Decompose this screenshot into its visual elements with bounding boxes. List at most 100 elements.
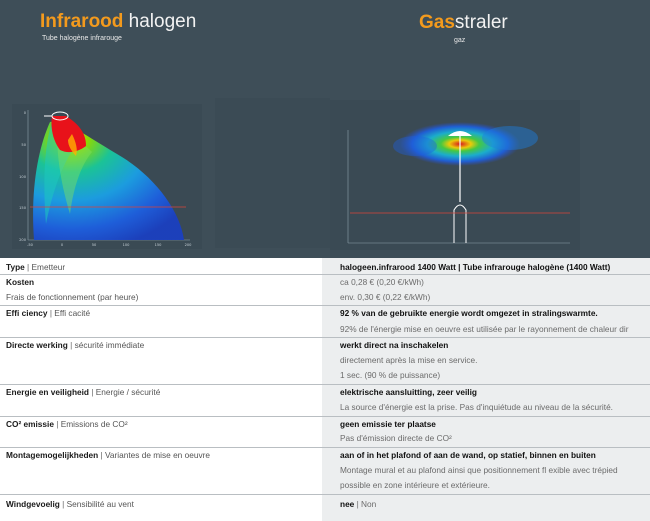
label-nl: Type xyxy=(6,262,25,272)
label-nl: Directe werking xyxy=(6,340,68,350)
gas-title-accent: Gas xyxy=(419,12,455,33)
label-fr: Effi cacité xyxy=(54,308,91,318)
label-separator: | xyxy=(53,419,61,429)
row-label: Kosten xyxy=(6,275,34,290)
y-tick-label: 100 xyxy=(19,175,27,179)
label-fr: Sensibilité au vent xyxy=(66,499,134,509)
gas-subtitle: gaz xyxy=(454,37,466,44)
row-label: Montagemogelijkheden | Variantes de mise… xyxy=(6,448,210,463)
gas-title: Gasstraler xyxy=(419,12,508,34)
row-label: Effi ciency | Effi cacité xyxy=(6,306,90,321)
value-nl: geen emissie ter plaatse xyxy=(340,419,436,429)
y-tick-label: 200 xyxy=(19,238,27,242)
x-tick-label: 100 xyxy=(123,243,131,247)
value-nl: aan of in het plafond of aan de wand, op… xyxy=(340,450,596,460)
table-row: Energie en veiligheid | Energie / sécuri… xyxy=(0,384,650,416)
row-value: aan of in het plafond of aan de wand, op… xyxy=(340,448,596,463)
label-fr: Variantes de mise en oeuvre xyxy=(104,450,210,460)
label-fr: sécurité immédiate xyxy=(74,340,145,350)
gas-title-rest: straler xyxy=(454,12,508,33)
gas-heater-icon xyxy=(448,131,472,136)
separator-panel xyxy=(215,98,330,248)
row-label: Directe werking | sécurité immédiate xyxy=(6,338,144,353)
row-divider xyxy=(0,305,650,306)
y-tick-label: 150 xyxy=(19,206,27,210)
value-fr: La source d'énergie est la prise. Pas d'… xyxy=(340,402,613,412)
infrared-title-rest: halogen xyxy=(123,11,197,32)
value-nl: 92 % van de gebruikte energie wordt omge… xyxy=(340,308,598,318)
table-row: Frais de fonctionnement (par heure) env.… xyxy=(0,289,650,305)
row-value: ca 0,28 € (0,20 €/kWh) xyxy=(340,275,424,290)
row-value: elektrische aansluitting, zeer veilig xyxy=(340,385,477,400)
row-value: 1 sec. (90 % de puissance) xyxy=(340,368,440,383)
label-fr: Energie / sécurité xyxy=(95,387,161,397)
value-cost-nl: ca 0,28 € (0,20 €/kWh) xyxy=(340,277,424,287)
table-row: Effi ciency | Effi cacité 92 % van de ge… xyxy=(0,305,650,337)
label-nl: Energie en veiligheid xyxy=(6,387,89,397)
row-divider xyxy=(0,416,650,417)
row-value: geen emissie ter plaatse xyxy=(340,417,436,432)
row-value: Pas d'émission directe de CO² xyxy=(340,431,452,446)
value-fr: | Non xyxy=(354,499,377,509)
row-label: Energie en veiligheid | Energie / sécuri… xyxy=(6,385,160,400)
table-row: Montagemogelijkheden | Variantes de mise… xyxy=(0,447,650,494)
y-tick-label: 50 xyxy=(21,143,26,147)
value-fr: 92% de l'énergie mise en oeuvre est util… xyxy=(340,324,629,334)
row-value: nee | Non xyxy=(340,497,376,512)
row-value: env. 0,30 € (0,22 €/kWh) xyxy=(340,290,430,305)
row-divider xyxy=(0,274,650,275)
row-divider xyxy=(0,337,650,338)
row-value: Montage mural et au plafond ainsi que po… xyxy=(340,463,618,478)
row-value: La source d'énergie est la prise. Pas d'… xyxy=(340,400,613,415)
x-tick-label: -50 xyxy=(27,243,34,247)
comparison-table: Type | Emetteur halogeen.infrarood 1400 … xyxy=(0,258,650,521)
value-fr: directement après la mise en service. xyxy=(340,355,478,365)
row-value: directement après la mise en service. xyxy=(340,353,477,368)
value-fr-continued: possible en zone intérieure et extérieur… xyxy=(340,480,490,490)
label-nl: Effi ciency xyxy=(6,308,48,318)
label-nl: Montagemogelijkheden xyxy=(6,450,99,460)
label-separator: | xyxy=(89,387,96,397)
label-fr: Frais de fonctionnement (par heure) xyxy=(6,292,139,302)
table-row: CO² emissie | Emissions de CO² geen emis… xyxy=(0,416,650,447)
row-value: 92% de l'énergie mise en oeuvre est util… xyxy=(340,322,628,337)
x-tick-label: 50 xyxy=(92,243,97,247)
label-separator: | xyxy=(59,499,67,509)
value-nl: nee xyxy=(340,499,355,509)
row-label: Type | Emetteur xyxy=(6,260,65,275)
x-tick-label: 200 xyxy=(185,243,193,247)
row-divider xyxy=(0,384,650,385)
label-separator: | xyxy=(24,262,32,272)
table-row: Windgevoelig | Sensibilité au vent nee |… xyxy=(0,494,650,521)
row-value: possible en zone intérieure et extérieur… xyxy=(340,478,490,493)
row-label: CO² emissie | Emissions de CO² xyxy=(6,417,128,432)
row-value: 92 % van de gebruikte energie wordt omge… xyxy=(340,306,598,321)
table-row: Kosten ca 0,28 € (0,20 €/kWh) xyxy=(0,274,650,289)
value-detail: 1 sec. (90 % de puissance) xyxy=(340,370,441,380)
table-row: Directe werking | sécurité immédiate wer… xyxy=(0,337,650,384)
value-nl: halogeen.infrarood 1400 Watt | Tube infr… xyxy=(340,262,611,272)
x-tick-label: 0 xyxy=(61,243,64,247)
label-nl: Kosten xyxy=(6,277,35,287)
y-tick-label: 0 xyxy=(24,111,27,115)
label-nl: CO² emissie xyxy=(6,419,54,429)
comparison-header-panel: Infrarood halogen Tube halogène infrarou… xyxy=(0,0,650,258)
value-fr: Montage mural et au plafond ainsi que po… xyxy=(340,465,618,475)
label-nl: Windgevoelig xyxy=(6,499,60,509)
label-fr: Emetteur xyxy=(31,262,66,272)
infrared-heat-diagram: 0 50 100 150 200 -50 0 50 100 150 200 xyxy=(12,104,202,249)
table-row: Type | Emetteur halogeen.infrarood 1400 … xyxy=(0,258,650,274)
value-fr: Pas d'émission directe de CO² xyxy=(340,433,452,443)
label-separator: | xyxy=(98,450,105,460)
label-separator: | xyxy=(67,340,75,350)
gas-heat-diagram xyxy=(330,100,580,250)
value-column-background xyxy=(322,258,650,521)
label-separator: | xyxy=(47,308,55,318)
row-value: halogeen.infrarood 1400 Watt | Tube infr… xyxy=(340,260,610,275)
x-tick-label: 150 xyxy=(155,243,163,247)
row-divider xyxy=(0,494,650,495)
value-cost-fr: env. 0,30 € (0,22 €/kWh) xyxy=(340,292,431,302)
value-nl: elektrische aansluitting, zeer veilig xyxy=(340,387,477,397)
label-fr: Emissions de CO² xyxy=(60,419,128,429)
row-label: Frais de fonctionnement (par heure) xyxy=(6,290,138,305)
